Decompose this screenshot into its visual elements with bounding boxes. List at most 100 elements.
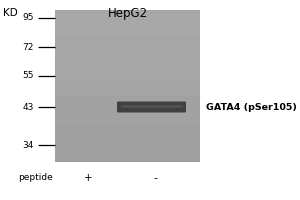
Bar bbox=[55, 112, 200, 113]
Bar bbox=[55, 132, 200, 133]
Bar bbox=[55, 160, 200, 161]
Bar bbox=[55, 109, 200, 110]
Bar bbox=[55, 36, 200, 37]
Bar bbox=[55, 41, 200, 42]
Text: -: - bbox=[153, 173, 157, 183]
Bar bbox=[55, 60, 200, 61]
Bar bbox=[55, 145, 200, 146]
Bar bbox=[55, 45, 200, 46]
Bar bbox=[55, 124, 200, 125]
Bar bbox=[55, 18, 200, 19]
Bar bbox=[55, 62, 200, 63]
Bar bbox=[55, 136, 200, 137]
Bar bbox=[55, 97, 200, 98]
Bar bbox=[55, 106, 200, 107]
Bar bbox=[55, 90, 200, 91]
Bar bbox=[55, 158, 200, 159]
Bar bbox=[55, 55, 200, 56]
Bar bbox=[55, 66, 200, 67]
Bar bbox=[55, 31, 200, 32]
Text: 72: 72 bbox=[22, 43, 34, 51]
Bar bbox=[55, 21, 200, 22]
Bar bbox=[55, 153, 200, 154]
Bar bbox=[55, 16, 200, 17]
Bar bbox=[55, 95, 200, 96]
Bar bbox=[55, 104, 200, 105]
Bar bbox=[55, 144, 200, 145]
Bar bbox=[55, 98, 200, 99]
Bar bbox=[55, 92, 200, 93]
Bar bbox=[55, 35, 200, 36]
Bar bbox=[55, 130, 200, 131]
Bar bbox=[55, 83, 200, 84]
Bar bbox=[55, 68, 200, 69]
Bar bbox=[55, 74, 200, 75]
Bar bbox=[55, 69, 200, 70]
Bar bbox=[55, 134, 200, 135]
Bar bbox=[55, 155, 200, 156]
Bar bbox=[55, 81, 200, 82]
Text: 55: 55 bbox=[22, 72, 34, 80]
Text: peptide: peptide bbox=[18, 173, 53, 182]
Bar bbox=[55, 91, 200, 92]
Bar bbox=[55, 122, 200, 123]
Bar bbox=[55, 85, 200, 86]
Bar bbox=[55, 127, 200, 128]
Text: HepG2: HepG2 bbox=[107, 7, 148, 20]
Bar bbox=[55, 94, 200, 95]
Bar bbox=[55, 40, 200, 41]
Bar bbox=[55, 126, 200, 127]
Bar bbox=[55, 128, 200, 129]
Bar bbox=[55, 19, 200, 20]
Bar bbox=[55, 82, 200, 83]
FancyBboxPatch shape bbox=[117, 102, 186, 112]
Bar bbox=[55, 138, 200, 139]
Text: +: + bbox=[84, 173, 92, 183]
Bar bbox=[55, 11, 200, 12]
Bar bbox=[55, 143, 200, 144]
Bar bbox=[55, 38, 200, 39]
Bar bbox=[55, 61, 200, 62]
Bar bbox=[55, 157, 200, 158]
Bar bbox=[55, 53, 200, 54]
Bar bbox=[55, 100, 200, 101]
Bar bbox=[55, 137, 200, 138]
Bar bbox=[55, 42, 200, 43]
Bar bbox=[55, 80, 200, 81]
Bar bbox=[55, 115, 200, 116]
Bar bbox=[55, 57, 200, 58]
Bar bbox=[55, 43, 200, 44]
Bar bbox=[55, 161, 200, 162]
Bar bbox=[55, 123, 200, 124]
Bar bbox=[55, 142, 200, 143]
Bar bbox=[55, 59, 200, 60]
Bar bbox=[55, 24, 200, 25]
Bar bbox=[55, 116, 200, 117]
Bar bbox=[55, 139, 200, 140]
Bar bbox=[55, 26, 200, 27]
Bar bbox=[55, 23, 200, 24]
Bar bbox=[55, 118, 200, 119]
Bar bbox=[55, 33, 200, 34]
Bar bbox=[55, 129, 200, 130]
Text: 95: 95 bbox=[22, 14, 34, 22]
Bar bbox=[55, 88, 200, 89]
Bar bbox=[55, 103, 200, 104]
Bar bbox=[55, 54, 200, 55]
Bar bbox=[55, 13, 200, 14]
Bar bbox=[55, 110, 200, 111]
Bar bbox=[55, 67, 200, 68]
Bar bbox=[55, 114, 200, 115]
Bar bbox=[55, 121, 200, 122]
Bar bbox=[55, 12, 200, 13]
Bar bbox=[55, 76, 200, 77]
Bar bbox=[55, 51, 200, 52]
Text: KD: KD bbox=[3, 8, 18, 18]
Bar bbox=[55, 151, 200, 152]
Bar bbox=[55, 141, 200, 142]
Bar bbox=[55, 29, 200, 30]
Bar bbox=[55, 10, 200, 11]
Bar bbox=[55, 71, 200, 72]
Text: 34: 34 bbox=[22, 140, 34, 150]
Bar bbox=[55, 32, 200, 33]
